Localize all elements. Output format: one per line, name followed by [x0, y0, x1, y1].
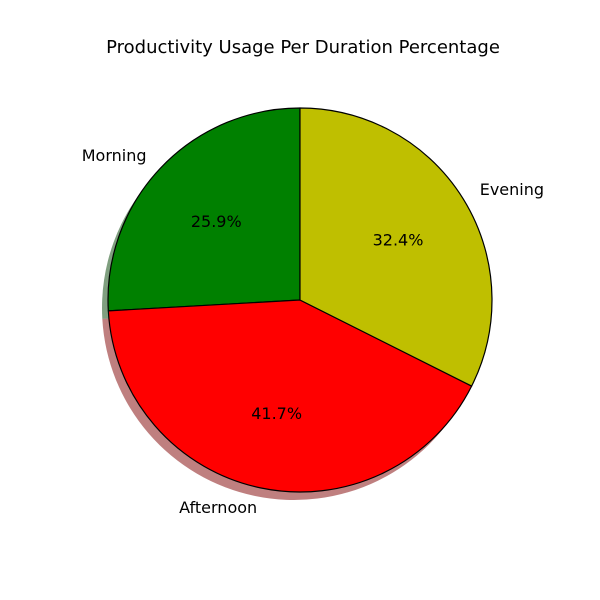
label-afternoon: Afternoon: [179, 498, 257, 517]
slice-afternoon: [107, 299, 473, 493]
pct-label-morning: 25.9%: [191, 212, 242, 231]
chart-title: Productivity Usage Per Duration Percenta…: [106, 37, 500, 58]
pie-labels: Morning 25.9% Afternoon 41.7% Evening 32.4%: [82, 146, 544, 517]
pct-label-afternoon: 41.7%: [251, 404, 302, 423]
label-morning: Morning: [82, 146, 147, 165]
pct-label-evening: 32.4%: [373, 231, 424, 250]
slice-evening: [299, 107, 493, 387]
label-evening: Evening: [480, 180, 544, 199]
slice-morning: [107, 107, 301, 312]
pie-slices: [107, 107, 493, 493]
